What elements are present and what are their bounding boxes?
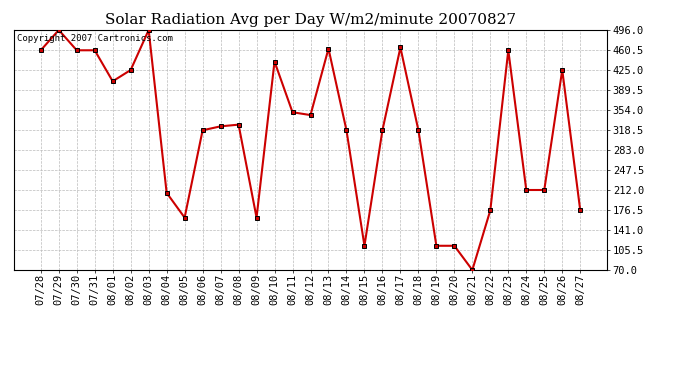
Text: Copyright 2007 Cartronics.com: Copyright 2007 Cartronics.com [17,34,172,43]
Title: Solar Radiation Avg per Day W/m2/minute 20070827: Solar Radiation Avg per Day W/m2/minute … [105,13,516,27]
